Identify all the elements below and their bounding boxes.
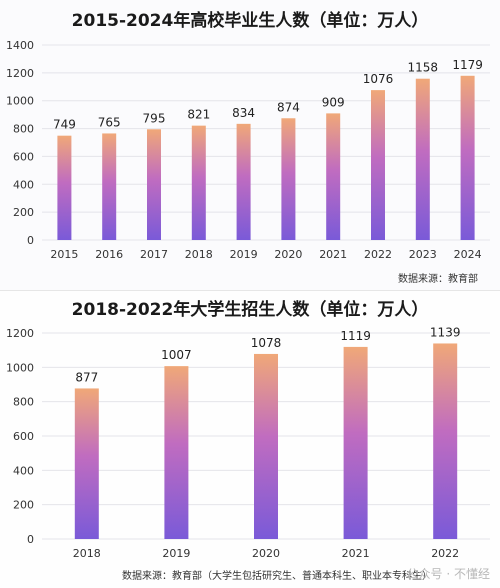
x-tick-label: 2020 bbox=[274, 248, 302, 261]
graduates-chart: 2015-2024年高校毕业生人数（单位：万人） 0 200 400 600 800 100… bbox=[6, 10, 490, 285]
bar bbox=[433, 343, 458, 539]
y-tick-label: 1400 bbox=[6, 39, 34, 52]
chart-panel-enrollment: 2018-2022年大学生招生人数（单位：万人） 0 200 400 600 800 100… bbox=[0, 290, 500, 588]
x-tick-label: 2018 bbox=[185, 248, 213, 261]
data-label: 749 bbox=[53, 118, 76, 132]
data-label: 821 bbox=[187, 108, 210, 122]
y-tick-label: 600 bbox=[13, 150, 34, 163]
bar bbox=[281, 118, 296, 240]
x-tick-label: 2022 bbox=[364, 248, 392, 261]
x-tick-label: 2019 bbox=[230, 248, 258, 261]
bar bbox=[326, 113, 341, 240]
chart-title: 2015-2024年高校毕业生人数（单位：万人） bbox=[72, 10, 429, 31]
x-tick-label: 2016 bbox=[95, 248, 123, 261]
x-tick-label: 2021 bbox=[319, 248, 347, 261]
x-tick-label: 2015 bbox=[50, 248, 78, 261]
x-tick-label: 2018 bbox=[73, 547, 101, 560]
y-tick-label: 400 bbox=[13, 464, 34, 477]
data-label: 1119 bbox=[340, 329, 371, 343]
chart-title: 2018-2022年大学生招生人数（单位：万人） bbox=[72, 299, 429, 320]
x-tick-label: 2024 bbox=[454, 248, 482, 261]
bar bbox=[164, 366, 189, 539]
bar bbox=[254, 353, 278, 539]
bar bbox=[191, 125, 206, 240]
data-label: 874 bbox=[277, 100, 300, 114]
data-label: 765 bbox=[98, 115, 121, 129]
source-note: 数据来源：教育部（大学生包括研究生、普通本科生、职业本专科生） bbox=[122, 569, 432, 582]
bar bbox=[102, 133, 117, 240]
bar bbox=[74, 388, 99, 539]
data-label: 1078 bbox=[251, 336, 282, 350]
y-tick-label: 600 bbox=[13, 430, 34, 443]
y-tick-label: 200 bbox=[13, 499, 34, 512]
bar bbox=[57, 135, 72, 240]
y-tick-label: 1000 bbox=[6, 95, 34, 108]
y-tick-label: 200 bbox=[13, 206, 34, 219]
y-tick-label: 400 bbox=[13, 178, 34, 191]
data-label: 877 bbox=[75, 370, 98, 384]
x-tick-label: 2019 bbox=[162, 547, 190, 560]
data-label: 834 bbox=[232, 106, 255, 120]
y-tick-label: 0 bbox=[27, 234, 34, 247]
y-tick-label: 1200 bbox=[6, 327, 34, 340]
bar bbox=[371, 90, 385, 240]
data-label: 1158 bbox=[408, 61, 439, 75]
enrollment-chart: 2018-2022年大学生招生人数（单位：万人） 0 200 400 600 800 100… bbox=[6, 299, 490, 582]
y-tick-label: 800 bbox=[13, 123, 34, 136]
data-label: 1139 bbox=[430, 325, 461, 339]
source-note: 数据来源：教育部 bbox=[398, 272, 478, 285]
x-tick-label: 2021 bbox=[342, 547, 370, 560]
data-label: 1076 bbox=[363, 72, 394, 86]
chart-panel-graduates: 2015-2024年高校毕业生人数（单位：万人） 0 200 400 600 800 100… bbox=[0, 0, 500, 290]
x-tick-label: 2022 bbox=[431, 547, 459, 560]
bar bbox=[415, 78, 430, 240]
data-label: 909 bbox=[322, 95, 345, 109]
data-label: 1179 bbox=[452, 58, 483, 72]
x-tick-label: 2020 bbox=[252, 547, 280, 560]
y-tick-label: 1200 bbox=[6, 67, 34, 80]
bar bbox=[147, 129, 161, 240]
y-tick-label: 0 bbox=[27, 533, 34, 546]
bar bbox=[236, 123, 251, 240]
x-tick-label: 2017 bbox=[140, 248, 168, 261]
x-tick-label: 2023 bbox=[409, 248, 437, 261]
y-tick-label: 1000 bbox=[6, 361, 34, 374]
y-tick-label: 800 bbox=[13, 396, 34, 409]
data-label: 1007 bbox=[161, 348, 192, 362]
watermark: 公众号 · 不懂经 bbox=[406, 567, 490, 581]
bar bbox=[460, 75, 475, 241]
data-label: 795 bbox=[143, 111, 166, 125]
bar bbox=[343, 346, 368, 539]
